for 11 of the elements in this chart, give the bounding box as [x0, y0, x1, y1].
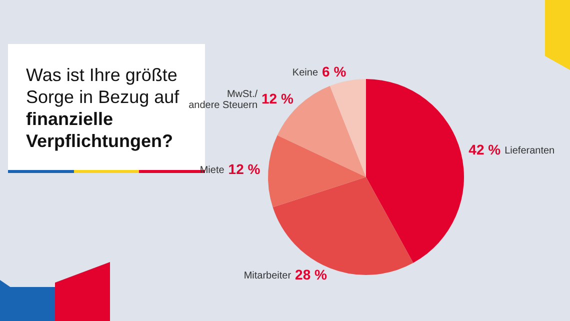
chart-title: Was ist Ihre größte Sorge in Bezug auf finanzielle Verpflichtungen?: [26, 65, 180, 151]
data-label: 42 %: [468, 142, 502, 158]
data-label: 12 %: [262, 90, 294, 107]
data-label: 12 %: [228, 161, 261, 178]
slice-label: Miete: [200, 165, 225, 176]
slice-label: Keine: [292, 68, 318, 79]
data-label: 6 %: [322, 64, 347, 80]
slice-label: Lieferanten: [504, 145, 555, 156]
slice-label: Mitarbeiter: [244, 270, 292, 282]
slice-label: MwSt./ andere Steuern: [188, 88, 258, 111]
data-label: 28 %: [295, 266, 328, 282]
